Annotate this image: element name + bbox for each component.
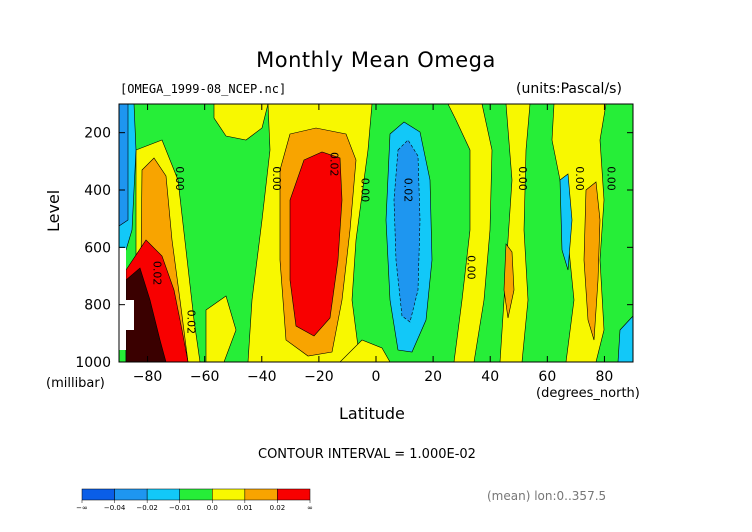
contour-label: 0.00 xyxy=(573,166,586,191)
contour-label: 0.02 xyxy=(327,152,340,177)
x-axis-unit: (degrees_north) xyxy=(536,386,640,401)
units-label: (units:Pascal/s) xyxy=(516,81,622,97)
x-tick-label: −20 xyxy=(304,369,334,385)
y-tick-label: 1000 xyxy=(75,355,111,371)
region-yellow xyxy=(339,339,391,362)
contour-interval-note: CONTOUR INTERVAL = 1.000E-02 xyxy=(258,447,476,462)
x-tick-label: −40 xyxy=(247,369,277,385)
region-yellow xyxy=(213,104,269,141)
contour-label: 0.00 xyxy=(604,166,617,191)
legend-label: −∞ xyxy=(76,504,88,512)
contour-label: 0.00 xyxy=(516,166,529,191)
legend-label: ∞ xyxy=(307,504,313,512)
x-axis-ticks: −80 −60 −40 −20 0 20 40 60 80 xyxy=(133,104,614,385)
y-tick-label: 600 xyxy=(84,240,111,256)
contour-label: 0.00 xyxy=(173,166,186,191)
legend-label: −0.01 xyxy=(169,504,190,512)
region-yellow xyxy=(447,104,493,362)
x-tick-label: 60 xyxy=(538,369,556,385)
contour-label: 0.02 xyxy=(150,261,163,286)
x-tick-label: 0 xyxy=(372,369,381,385)
contour-label: 0.00 xyxy=(359,178,372,203)
y-tick-label: 200 xyxy=(84,126,111,142)
region-cyan xyxy=(617,315,633,362)
contour-label: 0.00 xyxy=(464,255,477,280)
legend-label: 0.01 xyxy=(237,504,253,512)
contour-label: 0.00 xyxy=(270,166,283,191)
x-tick-label: −60 xyxy=(190,369,220,385)
contour-labels: 0.00 0.00 0.02 0.00 0.02 0.00 0.00 0.00 0.00 0.02… xyxy=(150,152,617,334)
contour-label: 0.02 xyxy=(185,310,198,335)
y-tick-label: 400 xyxy=(84,183,111,199)
legend-swatch xyxy=(114,488,148,501)
y-tick-label: 800 xyxy=(84,298,111,314)
legend-swatch xyxy=(146,488,180,501)
mean-note: (mean) lon:0..357.5 xyxy=(487,489,607,503)
region-yellow xyxy=(205,295,237,362)
legend-swatch xyxy=(244,488,278,501)
contour-label: 0.02 xyxy=(402,178,415,203)
region-cyan xyxy=(559,173,573,271)
x-tick-label: 80 xyxy=(596,369,614,385)
legend-label: 0.02 xyxy=(270,504,286,512)
legend-label: 0.0 xyxy=(207,504,218,512)
y-axis-unit: (millibar) xyxy=(46,376,105,391)
legend-swatch xyxy=(179,488,213,501)
x-tick-label: −80 xyxy=(133,369,163,385)
chart-title: Monthly Mean Omega xyxy=(256,48,496,72)
legend-label: −0.04 xyxy=(104,504,126,512)
region-orange xyxy=(583,181,601,341)
missing-data xyxy=(119,248,134,350)
contour-fields xyxy=(118,103,634,363)
x-axis-label: Latitude xyxy=(339,404,405,423)
legend-swatch xyxy=(277,488,311,501)
legend-swatch xyxy=(212,488,246,501)
color-legend: −∞ −0.04 −0.02 −0.01 0.0 0.01 0.02 ∞ xyxy=(76,488,313,512)
region-blue xyxy=(393,139,421,323)
x-tick-label: 40 xyxy=(481,369,499,385)
legend-label: −0.02 xyxy=(136,504,157,512)
file-label: [OMEGA_1999-08_NCEP.nc] xyxy=(120,82,287,96)
region-blue xyxy=(119,104,129,227)
legend-swatch xyxy=(81,488,115,501)
x-tick-label: 20 xyxy=(424,369,442,385)
field-background xyxy=(119,104,633,362)
y-axis-ticks: 200 400 600 800 1000 xyxy=(75,126,633,371)
region-steep-contours xyxy=(125,267,167,362)
region-red xyxy=(289,151,343,337)
region-orange xyxy=(503,243,515,319)
